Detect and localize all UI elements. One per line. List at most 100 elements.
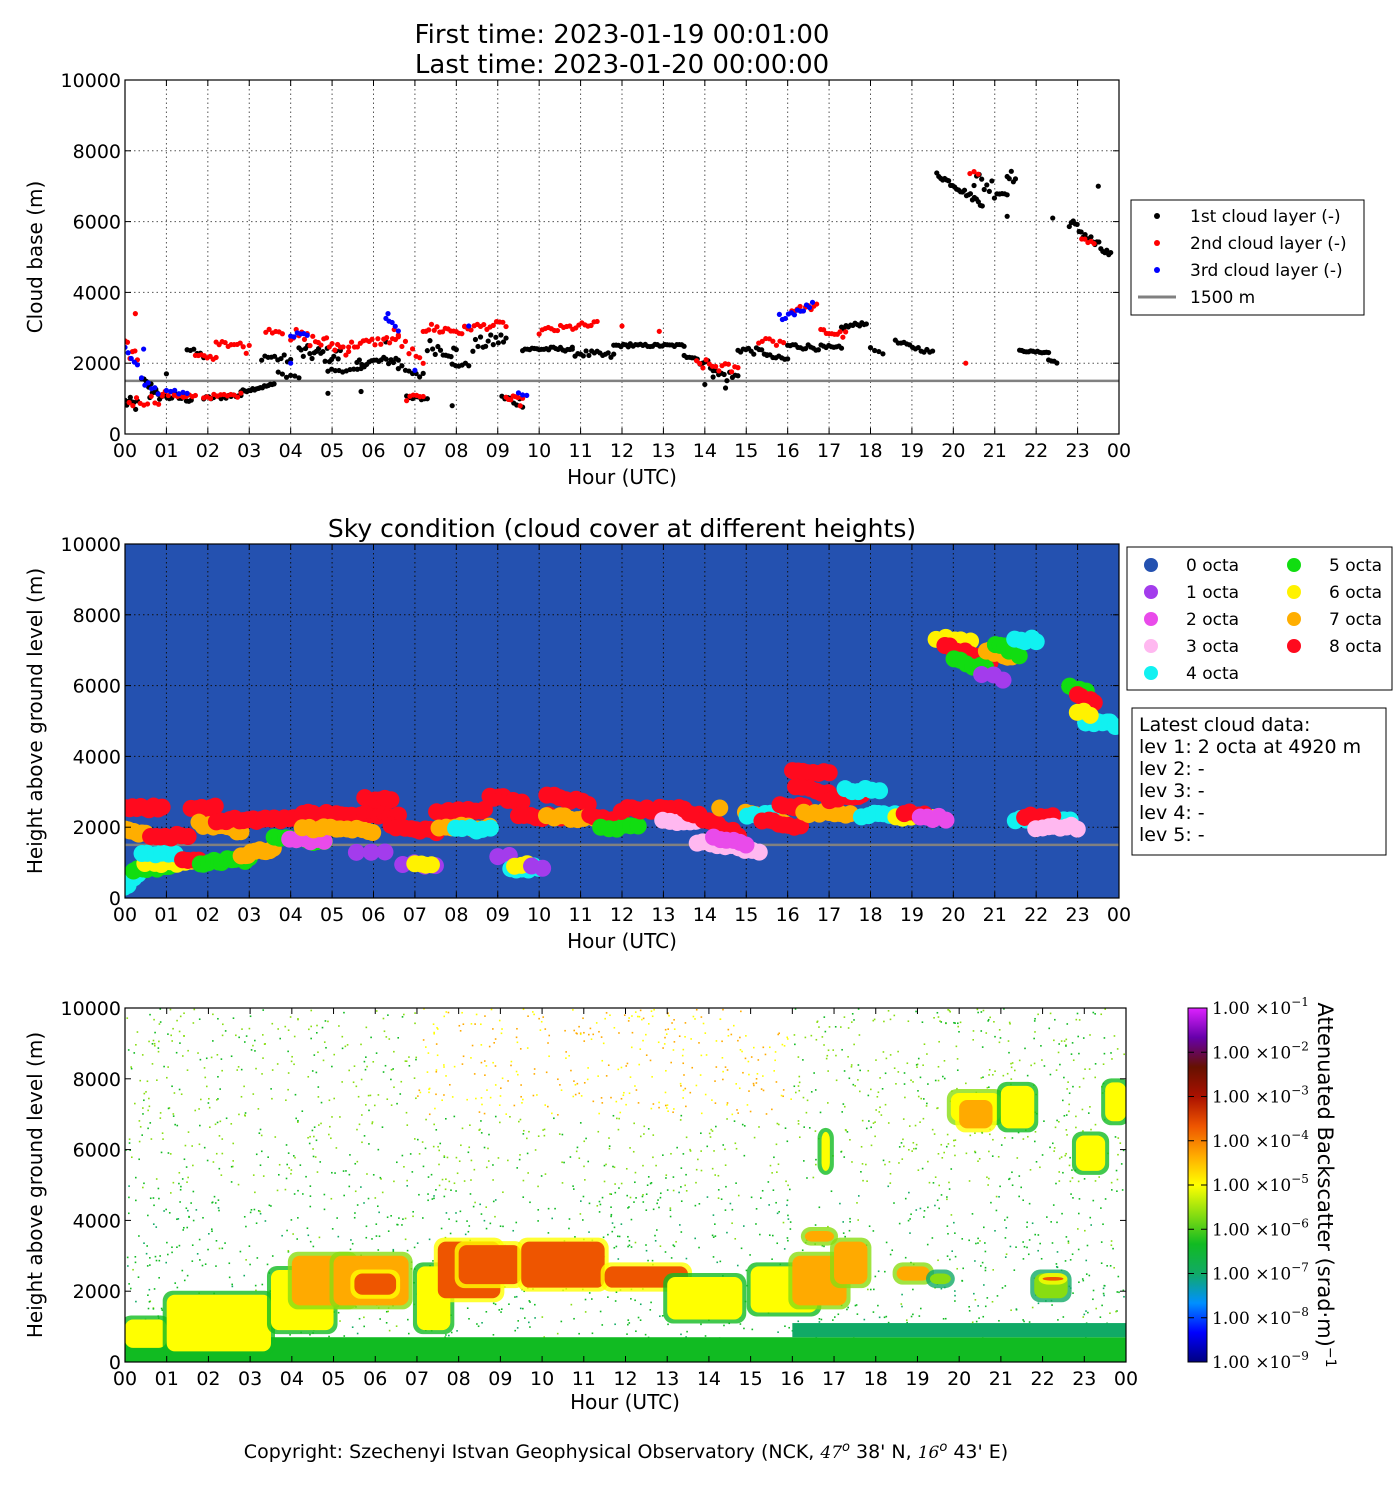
octa-8-point <box>153 798 171 816</box>
backscatter-speck <box>317 1051 319 1054</box>
backscatter-speck <box>671 1022 673 1024</box>
backscatter-speck <box>1113 1266 1115 1269</box>
backscatter-speck <box>720 1198 723 1201</box>
backscatter-speck <box>626 1194 629 1197</box>
backscatter-speck <box>178 1171 181 1174</box>
backscatter-speck <box>240 1095 243 1098</box>
backscatter-speck <box>1031 1222 1034 1225</box>
first-layer-point <box>1006 176 1012 182</box>
backscatter-speck <box>311 1129 314 1132</box>
backscatter-speck <box>1104 1198 1107 1200</box>
backscatter-speck <box>171 1251 173 1254</box>
backscatter-speck <box>1026 1074 1029 1077</box>
third-layer-point <box>128 355 134 362</box>
first-layer-point <box>127 394 133 400</box>
backscatter-feature <box>1075 1135 1106 1171</box>
backscatter-speck <box>565 1057 567 1059</box>
backscatter-speck <box>501 1077 504 1080</box>
x-tick-label: 03 <box>238 1368 262 1390</box>
backscatter-speck <box>390 1104 393 1106</box>
x-tick-label: 10 <box>530 1368 554 1390</box>
backscatter-speck <box>885 1315 888 1318</box>
backscatter-speck <box>373 1104 376 1107</box>
backscatter-speck <box>475 1013 478 1016</box>
backscatter-speck <box>349 1154 351 1156</box>
backscatter-speck <box>627 1245 629 1248</box>
first-layer-point <box>298 347 304 353</box>
backscatter-speck <box>783 1248 786 1250</box>
backscatter-speck <box>198 1238 201 1241</box>
second-layer-point <box>132 311 138 317</box>
backscatter-speck <box>1005 1227 1008 1229</box>
backscatter-speck <box>678 1191 680 1194</box>
backscatter-speck <box>656 1229 658 1231</box>
first-layer-point <box>721 371 727 378</box>
first-layer-point <box>971 182 977 189</box>
backscatter-speck <box>230 1165 233 1168</box>
colorbar-tick-label: 1.00 ×10−2 <box>1212 1039 1309 1063</box>
backscatter-speck <box>664 1036 666 1039</box>
backscatter-speck <box>500 1308 503 1310</box>
backscatter-speck <box>134 1102 136 1105</box>
backscatter-speck <box>367 1197 370 1200</box>
backscatter-speck <box>1039 1242 1041 1245</box>
backscatter-speck <box>988 1086 990 1089</box>
backscatter-speck <box>998 1195 1000 1198</box>
x-tick-label: 07 <box>403 904 427 926</box>
backscatter-speck <box>691 1066 694 1069</box>
backscatter-speck <box>390 1215 392 1217</box>
octa-6-point <box>422 856 440 874</box>
copyright-lat-sup: o <box>842 1440 850 1455</box>
backscatter-speck <box>192 1164 194 1167</box>
backscatter-speck <box>201 1264 204 1267</box>
backscatter-speck <box>957 1022 959 1025</box>
backscatter-speck <box>159 1112 162 1114</box>
backscatter-speck <box>909 1232 911 1234</box>
backscatter-speck <box>841 1048 843 1051</box>
backscatter-speck <box>1002 1074 1005 1077</box>
backscatter-speck <box>598 1211 601 1213</box>
backscatter-speck <box>286 1163 289 1166</box>
backscatter-speck <box>1111 1058 1113 1060</box>
backscatter-speck <box>381 1191 384 1194</box>
backscatter-speck <box>449 1083 451 1086</box>
first-layer-point <box>271 381 277 387</box>
backscatter-speck <box>194 1109 197 1112</box>
backscatter-speck <box>776 1212 779 1215</box>
backscatter-speck <box>712 1236 715 1238</box>
colorbar-tick-mantissa: 1.00 ×10 <box>1212 1132 1291 1152</box>
first-layer-point <box>390 359 397 366</box>
backscatter-speck <box>1077 1035 1080 1038</box>
backscatter-speck <box>875 1109 877 1111</box>
backscatter-speck <box>724 1066 727 1068</box>
backscatter-speck <box>238 1036 240 1039</box>
backscatter-speck <box>289 1016 292 1018</box>
backscatter-speck <box>408 1065 411 1067</box>
backscatter-speck <box>628 1239 631 1242</box>
y-tick-label: 0 <box>109 1352 121 1374</box>
backscatter-speck <box>818 1026 820 1028</box>
backscatter-speck <box>1028 1202 1031 1205</box>
backscatter-speck <box>232 1160 234 1162</box>
backscatter-feature <box>821 1131 830 1171</box>
backscatter-speck <box>471 1044 474 1047</box>
third-layer-point <box>782 315 789 322</box>
backscatter-speck <box>180 1185 182 1188</box>
backscatter-speck <box>789 1228 792 1230</box>
backscatter-speck <box>694 1018 696 1020</box>
backscatter-speck <box>493 1042 495 1044</box>
backscatter-speck <box>741 1050 743 1053</box>
backscatter-speck <box>167 1152 170 1154</box>
backscatter-speck <box>375 1052 378 1054</box>
backscatter-speck <box>636 1015 639 1018</box>
backscatter-speck <box>609 1193 611 1195</box>
backscatter-speck <box>212 1013 214 1016</box>
backscatter-speck <box>500 1311 502 1313</box>
backscatter-speck <box>486 1089 488 1091</box>
third-layer-point <box>125 344 128 350</box>
backscatter-speck <box>1089 1034 1091 1036</box>
backscatter-speck <box>143 1099 145 1102</box>
backscatter-speck <box>456 1330 458 1332</box>
backscatter-speck <box>848 1077 851 1080</box>
